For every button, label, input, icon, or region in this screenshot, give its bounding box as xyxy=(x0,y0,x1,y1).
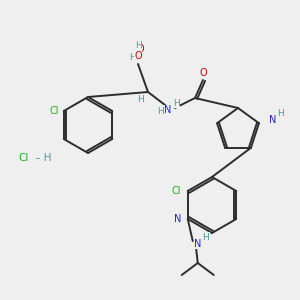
Text: Cl: Cl xyxy=(18,153,28,163)
Text: O: O xyxy=(199,68,207,78)
Text: N: N xyxy=(194,239,201,249)
Text: H: H xyxy=(136,95,143,104)
Text: – H: – H xyxy=(32,153,52,163)
Text: H: H xyxy=(202,232,209,242)
Text: H: H xyxy=(130,52,136,62)
Text: H: H xyxy=(172,98,179,107)
Text: Cl: Cl xyxy=(49,106,58,116)
Text: H: H xyxy=(157,107,164,116)
Text: O: O xyxy=(134,51,142,61)
Text: H: H xyxy=(135,41,141,50)
Text: N: N xyxy=(269,115,277,125)
Text: Cl: Cl xyxy=(171,186,181,196)
Text: H: H xyxy=(278,109,284,118)
Text: N: N xyxy=(164,105,172,115)
Text: O: O xyxy=(136,44,144,54)
Text: N: N xyxy=(174,214,182,224)
